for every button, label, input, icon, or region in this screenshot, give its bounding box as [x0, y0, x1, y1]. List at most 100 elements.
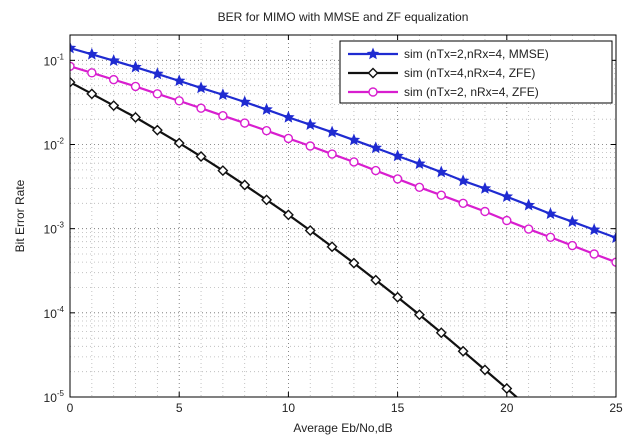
star-marker	[172, 74, 186, 87]
diamond-marker	[326, 241, 338, 253]
star-marker	[107, 54, 120, 66]
y-tick-label: 10-1	[44, 52, 65, 68]
circle-marker	[87, 68, 97, 78]
circle-marker	[368, 87, 378, 97]
diamond-marker	[108, 100, 120, 112]
legend-entry-label: sim (nTx=4,nRx=4, ZFE)	[404, 66, 535, 80]
diamond-marker	[367, 67, 379, 79]
y-tick-label: 10-4	[44, 305, 65, 321]
star-marker	[609, 231, 616, 244]
diamond-marker	[348, 257, 360, 269]
series-line	[70, 81, 519, 397]
circle-marker	[414, 182, 425, 193]
star-marker	[325, 125, 339, 138]
star-marker	[391, 149, 404, 162]
star-marker	[522, 198, 535, 211]
star-marker	[544, 207, 557, 220]
diamond-marker	[304, 225, 316, 237]
diamond-marker	[151, 124, 163, 136]
star-marker	[500, 190, 514, 202]
circle-marker	[305, 141, 315, 151]
circle-marker	[261, 125, 272, 136]
circle-marker	[349, 157, 359, 167]
plot-frame	[69, 34, 617, 398]
x-tick-label: 5	[176, 401, 183, 415]
star-marker	[260, 103, 273, 115]
star-marker	[85, 47, 99, 60]
diamond-marker	[239, 179, 251, 191]
circle-marker	[70, 61, 75, 71]
y-tick-label: 10-5	[44, 389, 65, 405]
chart-title: BER for MIMO with MMSE and ZF equalizati…	[218, 10, 469, 24]
star-marker	[347, 133, 361, 146]
ticks: 0 5 10 15 20 25 10-5 10-4 10-3 10-2 10-1	[44, 35, 623, 415]
legend-entry-label: sim (nTx=2, nRx=4, ZFE)	[404, 85, 539, 99]
circle-marker	[480, 206, 490, 217]
circle-marker	[523, 224, 534, 234]
circle-marker	[502, 215, 512, 226]
circle-marker	[567, 240, 578, 251]
circle-marker	[130, 81, 141, 92]
star-marker	[70, 41, 77, 54]
x-tick-label: 20	[500, 401, 514, 415]
series-group	[70, 41, 616, 244]
circle-marker	[371, 165, 381, 176]
diamond-marker	[217, 165, 229, 177]
diamond-marker	[130, 111, 142, 123]
circle-marker	[152, 89, 163, 99]
diamond-marker	[479, 364, 491, 376]
circle-marker	[611, 257, 616, 267]
star-marker	[366, 47, 380, 60]
circle-marker	[589, 249, 599, 259]
diamond-marker	[70, 76, 76, 88]
diamond-marker	[282, 209, 294, 221]
y-tick-label: 10-3	[44, 221, 65, 237]
star-marker	[369, 141, 382, 154]
diamond-marker	[435, 327, 447, 339]
diamond-marker	[413, 309, 425, 321]
star-marker	[413, 157, 426, 170]
star-marker	[129, 60, 142, 73]
series-group	[70, 61, 616, 267]
circle-marker	[218, 110, 228, 121]
star-marker	[216, 88, 230, 101]
diamond-marker	[195, 151, 207, 163]
star-marker	[587, 223, 601, 236]
star-marker	[304, 118, 317, 130]
y-axis-label: Bit Error Rate	[13, 179, 27, 252]
circle-marker	[240, 118, 250, 128]
circle-marker	[283, 133, 294, 144]
diamond-marker	[370, 274, 382, 286]
star-marker	[566, 215, 579, 227]
circle-marker	[327, 149, 337, 159]
diamond-marker	[261, 194, 273, 206]
circle-marker	[174, 96, 184, 106]
star-marker	[194, 81, 208, 94]
circle-marker	[458, 198, 468, 209]
circle-marker	[436, 190, 446, 200]
star-marker	[435, 165, 448, 178]
x-tick-label: 25	[609, 401, 623, 415]
x-tick-label: 10	[282, 401, 296, 415]
star-marker	[151, 67, 164, 80]
star-marker	[238, 95, 251, 108]
circle-marker	[392, 174, 403, 184]
diamond-marker	[86, 88, 98, 100]
x-axis-label: Average Eb/No,dB	[293, 421, 392, 435]
legend: sim (nTx=2,nRx=4, MMSE) sim (nTx=4,nRx=4,…	[339, 40, 613, 104]
diamond-marker	[457, 345, 469, 357]
circle-marker	[196, 103, 206, 113]
star-marker	[478, 181, 492, 194]
diamond-marker	[173, 137, 185, 149]
diamond-marker	[392, 291, 404, 303]
circle-marker	[545, 232, 556, 242]
x-tick-label: 0	[67, 401, 74, 415]
circle-marker	[108, 74, 119, 85]
y-tick-label: 10-2	[44, 137, 65, 153]
x-tick-label: 15	[391, 401, 405, 415]
series-layer	[70, 41, 616, 397]
series-group	[70, 76, 519, 397]
star-marker	[282, 110, 295, 123]
